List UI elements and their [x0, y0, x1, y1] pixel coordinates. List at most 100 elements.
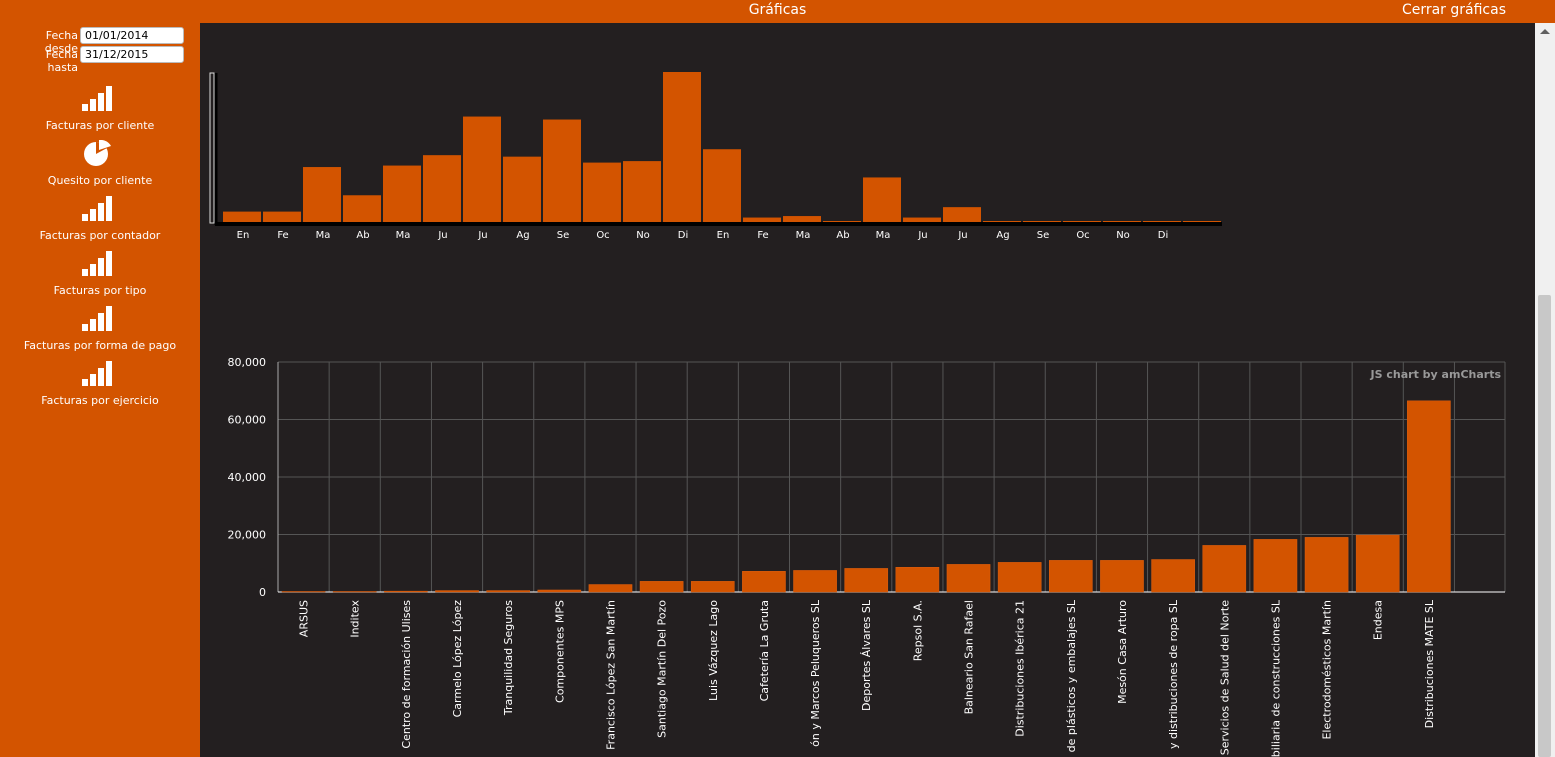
x-tick-label: Ag [516, 230, 529, 241]
y-tick-label: 80,000 [228, 357, 267, 369]
chart-bar [863, 177, 901, 222]
menu-item[interactable]: Facturas por tipo [0, 250, 200, 300]
chart-bar [1355, 534, 1400, 593]
x-tick-label: Francisco López San Martín [604, 600, 617, 750]
menu-item-label: Facturas por ejercicio [41, 394, 159, 407]
menu-item[interactable]: Facturas por contador [0, 195, 200, 245]
y-tick-label: 20,000 [228, 529, 267, 542]
menu-item-label: Facturas por cliente [45, 119, 155, 132]
chart-bar [623, 161, 661, 222]
chart-bar [1202, 545, 1247, 593]
chart-bar [1100, 560, 1144, 593]
x-tick-label: Se [1037, 230, 1050, 241]
vertical-scrollbar[interactable] [1535, 23, 1555, 757]
menu-item[interactable]: Quesito por cliente [0, 140, 200, 190]
chart-bar [793, 570, 837, 593]
bar-chart-icon [82, 361, 112, 386]
menu-item[interactable]: Facturas por ejercicio [0, 360, 200, 410]
x-tick-label: Ag [996, 230, 1009, 241]
monthly-invoices-chart: En Fe Ma Ab Ma Ju Ju Ag Se Oc No Di En Fe Ma Ab Ma Ju Ju Ag… [209, 72, 1222, 241]
menu-item-label: Facturas por contador [39, 229, 161, 242]
close-charts-link[interactable]: Cerrar gráficas [1401, 2, 1506, 18]
scroll-up-arrow-icon[interactable] [1540, 29, 1550, 34]
bar-chart-icon [82, 86, 112, 111]
x-tick-label: Ma [396, 230, 411, 241]
x-tick-label: Di [1158, 230, 1168, 241]
x-tick-label: Oc [1076, 230, 1089, 241]
menu-item[interactable]: Facturas por forma de pago [0, 305, 200, 355]
y-tick-label: 60,000 [228, 414, 267, 427]
chart-bar [895, 567, 940, 593]
x-tick-label: biliaria de construcciones SL [1269, 599, 1282, 757]
x-tick-label: En [237, 230, 250, 241]
page-title: Gráficas [748, 2, 807, 18]
chart-bar [423, 155, 461, 222]
chart-bar [281, 591, 326, 593]
chart-bar [1407, 400, 1451, 593]
date-from-input[interactable] [80, 27, 184, 44]
x-tick-label: Centro de formación Ulises [400, 600, 413, 749]
x-tick-label: Balneario San Rafael [963, 600, 976, 714]
chart-bar [1023, 221, 1061, 222]
chart-bar [943, 207, 981, 222]
x-tick-label: Santiago Martín Del Pozo [656, 600, 669, 738]
x-tick-label: En [717, 230, 730, 241]
chart-bar [1183, 221, 1221, 222]
x-tick-label: Ma [876, 230, 891, 241]
date-to-label: Fecha hasta [45, 48, 78, 74]
menu-item-label: Facturas por tipo [53, 284, 147, 297]
x-tick-label: Deportes Álvares SL [860, 599, 873, 711]
x-tick-label: Fe [277, 230, 288, 241]
bar-chart-icon [82, 306, 112, 331]
x-tick-label: Inditex [349, 600, 362, 638]
x-tick-label: Ab [356, 230, 369, 241]
chart-bar [332, 591, 377, 593]
x-tick-label: Ju [917, 230, 927, 241]
chart-bar [463, 116, 501, 222]
date-to-row: Fecha hasta [0, 46, 200, 74]
chart-bar [588, 584, 633, 593]
chart-bar [383, 165, 421, 222]
x-tick-label: de plásticos y embalajes SL [1065, 599, 1078, 752]
chart-bar [486, 590, 531, 593]
x-tick-label: Tranquilidad Seguros [502, 600, 515, 716]
chart-credit: JS chart by amCharts [1370, 368, 1502, 381]
date-from-label: Fecha desde [44, 29, 78, 55]
menu-item[interactable]: Facturas por cliente [0, 85, 200, 135]
invoices-by-client-chart: 0 20,000 40,000 60,000 80,000 ARSUS Inditex Cen… [228, 357, 1506, 757]
chart-bar [997, 562, 1042, 593]
chart-area: En Fe Ma Ab Ma Ju Ju Ag Se Oc No Di En Fe Ma Ab Ma Ju Ju Ag… [200, 23, 1535, 757]
date-to-input[interactable] [80, 46, 184, 63]
x-tick-label: Servicios de Salud del Norte [1218, 600, 1231, 755]
chart-bar [303, 167, 341, 222]
scrollbar-thumb[interactable] [1538, 295, 1551, 757]
chart-bar [823, 221, 861, 222]
x-tick-label: No [1116, 230, 1130, 241]
x-tick-label: Cafetería La Gruta [758, 600, 771, 701]
chart-bar [1143, 221, 1181, 222]
chart-bar [1151, 559, 1195, 593]
x-tick-label: Ma [796, 230, 811, 241]
chart-bar [384, 590, 428, 593]
chart-bar [983, 221, 1021, 222]
chart-bar [1049, 560, 1093, 593]
x-tick-label: y distribuciones de ropa SL [1167, 599, 1180, 749]
x-tick-label: Distribuciones MATE SL [1423, 599, 1436, 728]
x-tick-label: Ju [957, 230, 967, 241]
x-tick-label: Di [678, 230, 688, 241]
chart-bar [743, 217, 781, 222]
x-tick-label: Luis Vázquez Lago [707, 600, 720, 701]
x-tick-label: Ma [316, 230, 331, 241]
x-tick-label: Ab [836, 230, 849, 241]
chart-bar [223, 211, 261, 222]
x-tick-label: Carmelo López López [451, 600, 464, 718]
x-tick-label: Mesón Casa Arturo [1116, 600, 1129, 704]
pie-chart-icon [84, 140, 111, 166]
x-tick-label: No [636, 230, 650, 241]
chart-bar [1253, 539, 1298, 593]
menu-item-label: Facturas por forma de pago [23, 339, 177, 352]
y-tick-label: 0 [259, 586, 266, 599]
chart-bar [503, 156, 541, 222]
chart-bar [703, 149, 741, 222]
x-tick-label: Oc [596, 230, 609, 241]
